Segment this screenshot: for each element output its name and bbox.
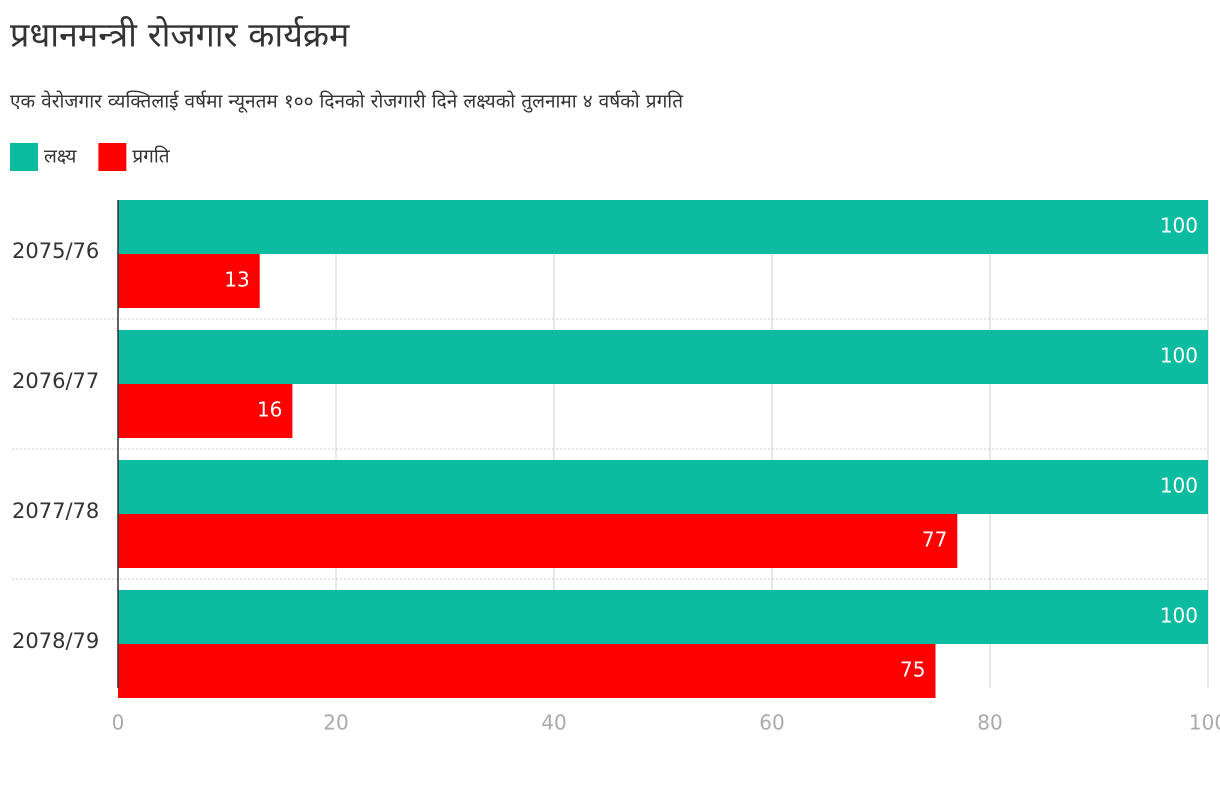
data-label: 75 [900, 658, 925, 682]
chart-title: प्रधानमन्त्री रोजगार कार्यक्रम [10, 16, 350, 56]
legend-label: प्रगति [132, 145, 170, 168]
bar [118, 254, 260, 308]
chart-subtitle: एक वेरोजगार व्यक्तिलाई वर्षमा न्यूनतम १०… [10, 90, 684, 114]
data-label: 100 [1160, 474, 1198, 498]
data-label: 100 [1160, 604, 1198, 628]
legend-label: लक्ष्य [44, 146, 77, 168]
x-tick-label: 20 [323, 711, 348, 735]
data-label: 100 [1160, 214, 1198, 238]
bar [118, 330, 1208, 384]
y-tick-label: 2078/79 [12, 629, 99, 653]
bar [118, 460, 1208, 514]
bar [118, 384, 293, 438]
data-label: 13 [224, 268, 249, 292]
bar [118, 644, 936, 698]
bar [118, 590, 1208, 644]
y-tick-label: 2077/78 [12, 499, 99, 523]
x-tick-label: 100 [1189, 711, 1220, 735]
data-label: 16 [257, 398, 282, 422]
x-tick-label: 0 [112, 711, 125, 735]
data-label: 77 [922, 528, 947, 552]
bar [118, 200, 1208, 254]
legend-swatch [98, 143, 127, 171]
y-tick-label: 2076/77 [12, 369, 99, 393]
x-tick-label: 40 [541, 711, 566, 735]
x-tick-label: 80 [977, 711, 1002, 735]
y-tick-label: 2075/76 [12, 239, 99, 263]
x-tick-label: 60 [759, 711, 784, 735]
data-label: 100 [1160, 344, 1198, 368]
bar [118, 514, 958, 568]
legend-swatch [10, 143, 38, 171]
